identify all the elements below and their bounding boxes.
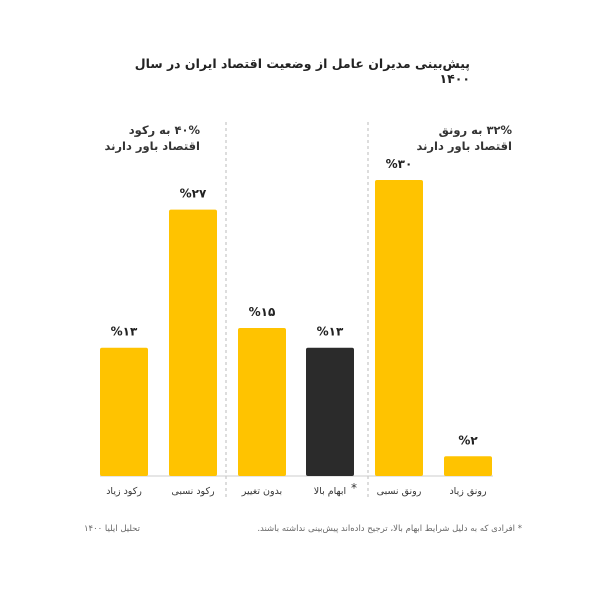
bar-1	[375, 180, 423, 476]
value-label-0: %۲	[458, 433, 478, 447]
category-label-5: رکود زیاد	[106, 486, 142, 497]
bar-2	[306, 347, 354, 476]
group-label-boom: ۳۲% به رونق اقتصاد باور دارند	[380, 122, 512, 154]
bar-5	[100, 347, 148, 476]
category-label-2: ابهام بالا	[314, 486, 346, 497]
group-label-recession: ۴۰% به رکود اقتصاد باور دارند	[80, 122, 200, 154]
category-footnote-mark-2: *	[351, 481, 357, 495]
group-label-recession-line2: اقتصاد باور دارند	[104, 139, 200, 153]
group-label-boom-line1: ۳۲% به رونق	[438, 123, 512, 137]
bar-3	[238, 328, 286, 476]
group-label-recession-line1: ۴۰% به رکود	[128, 123, 200, 137]
value-label-5: %۱۳	[111, 325, 138, 339]
category-label-4: رکود نسبی	[171, 486, 215, 497]
category-label-3: بدون تغییر	[241, 486, 282, 497]
bar-0	[444, 456, 492, 476]
value-label-4: %۲۷	[180, 187, 207, 201]
group-label-boom-line2: اقتصاد باور دارند	[416, 139, 512, 153]
source-note: تحلیل ایلیا ۱۴۰۰	[83, 524, 140, 534]
value-label-3: %۱۵	[249, 305, 276, 319]
category-label-1: رونق نسبی	[377, 486, 422, 497]
chart-title: پیش‌بینی مدیران عامل از وضعیت اقتصاد ایر…	[134, 56, 470, 86]
value-label-1: %۳۰	[386, 157, 413, 171]
category-label-0: رونق زیاد	[449, 486, 487, 497]
bar-4	[169, 209, 217, 476]
footnote: * افرادی که به دلیل شرایط ابهام بالا، تر…	[257, 524, 522, 534]
value-label-2: %۱۳	[317, 325, 344, 339]
